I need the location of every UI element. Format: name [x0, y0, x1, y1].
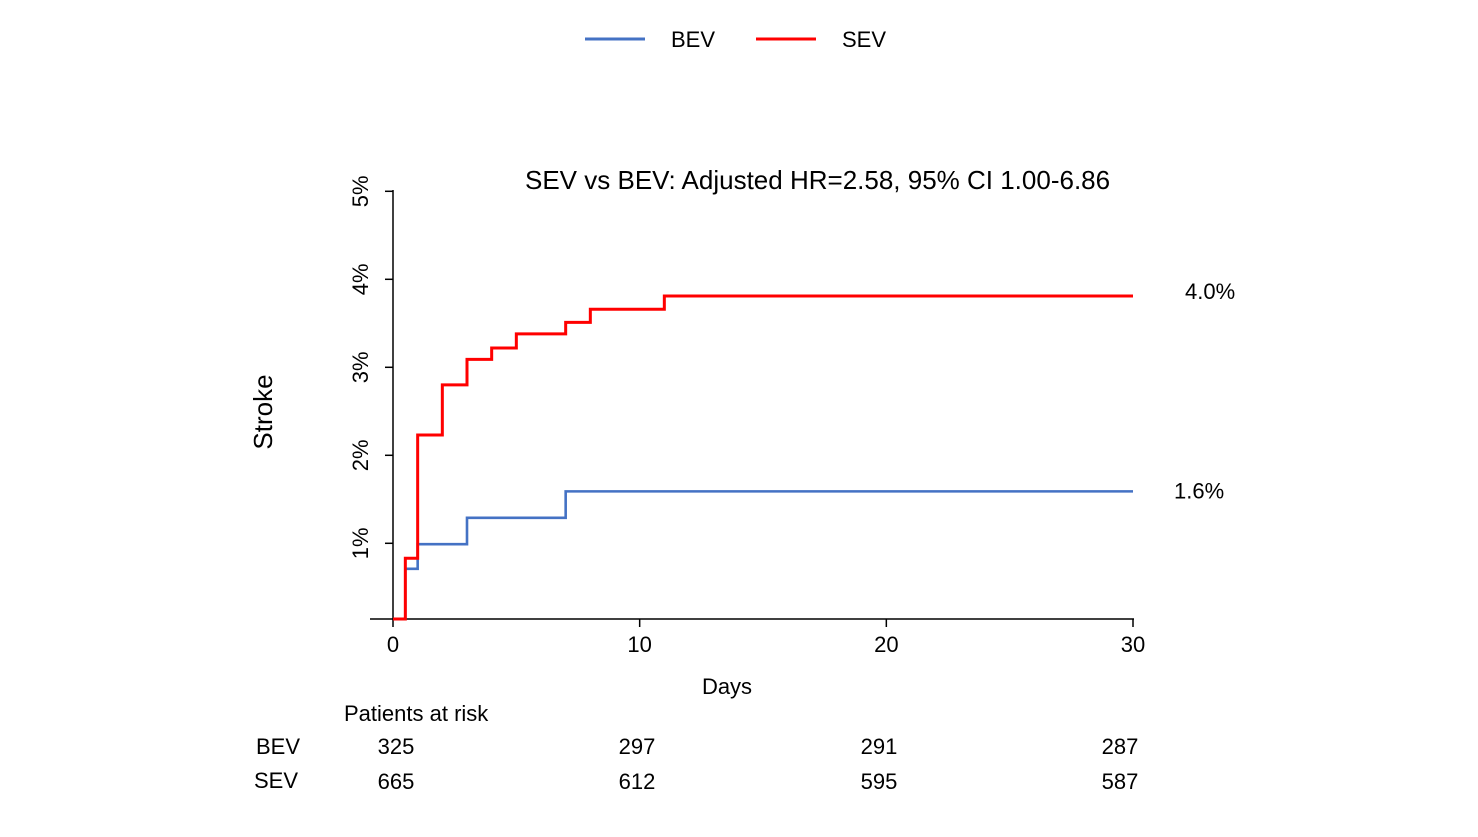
y-axis-label: Stroke: [248, 374, 278, 449]
y-tick-label: 3%: [348, 351, 373, 383]
legend: BEV SEV: [585, 27, 886, 52]
risk-value: 287: [1102, 734, 1139, 759]
risk-table: Patients at risk BEV 325 297 291 287 SEV 665 61…: [254, 701, 1138, 794]
x-axis-label: Days: [702, 674, 752, 699]
end-label-sev: 4.0%: [1185, 279, 1235, 304]
risk-value: 587: [1102, 769, 1139, 794]
risk-value: 595: [861, 769, 898, 794]
risk-table-title: Patients at risk: [344, 701, 489, 726]
y-tick-label: 4%: [348, 263, 373, 295]
x-tick-label: 10: [627, 632, 651, 657]
chart-title: SEV vs BEV: Adjusted HR=2.58, 95% CI 1.0…: [525, 165, 1110, 195]
series-line-bev: [404, 490, 1133, 619]
y-tick-label: 2%: [348, 439, 373, 471]
risk-row-label: BEV: [256, 734, 300, 759]
risk-value: 291: [861, 734, 898, 759]
series-line-sev: [393, 294, 1133, 621]
end-label-bev: 1.6%: [1174, 478, 1224, 503]
risk-value: 325: [378, 734, 415, 759]
risk-value: 612: [619, 769, 656, 794]
risk-row-label: SEV: [254, 768, 298, 793]
x-tick-label: 20: [874, 632, 898, 657]
y-tick-label: 5%: [348, 175, 373, 207]
legend-label-bev: BEV: [671, 27, 715, 52]
legend-label-sev: SEV: [842, 27, 886, 52]
y-tick-label: 1%: [348, 527, 373, 559]
x-tick-label: 30: [1121, 632, 1145, 657]
x-tick-label: 0: [387, 632, 399, 657]
risk-value: 665: [378, 769, 415, 794]
risk-value: 297: [619, 734, 656, 759]
